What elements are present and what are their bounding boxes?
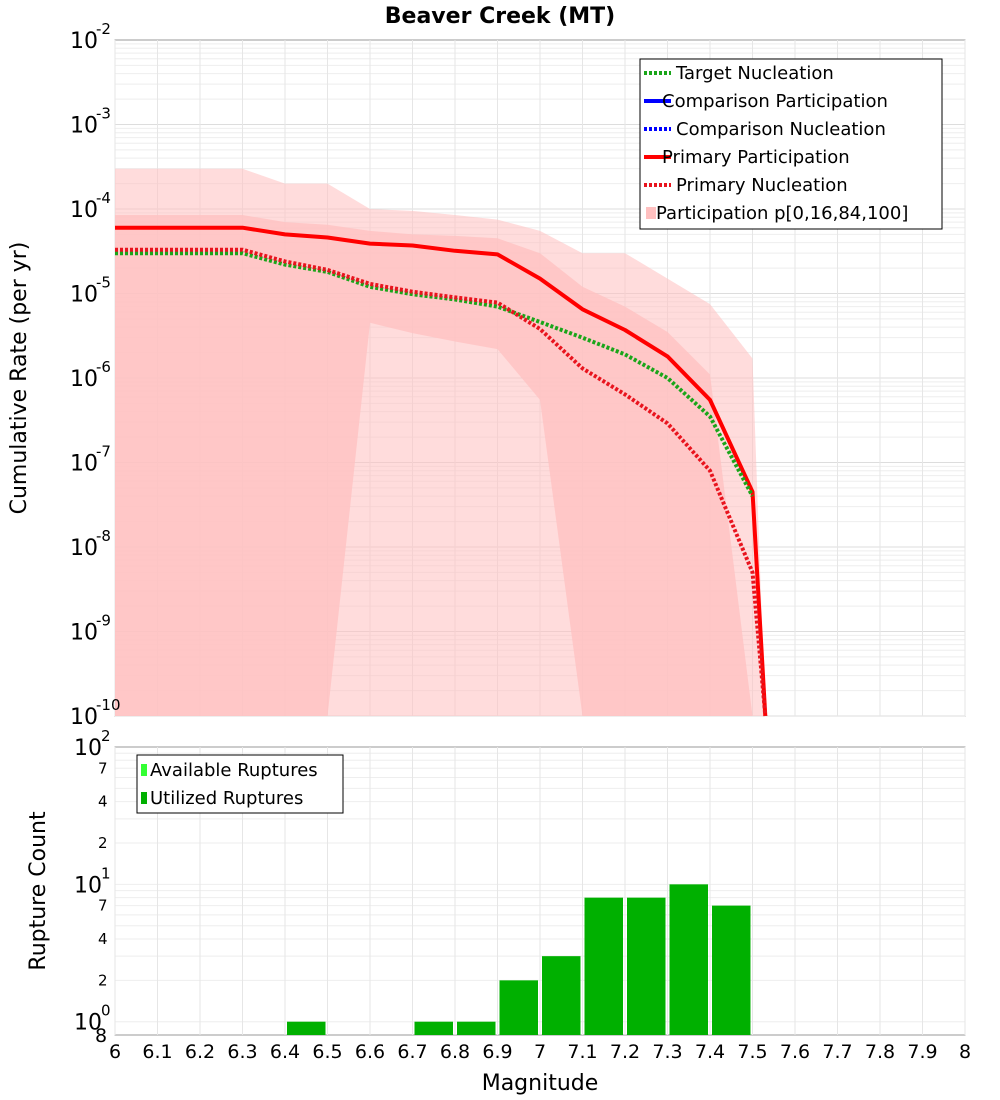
x-tick-label: 8 — [959, 1041, 971, 1063]
bottom-y-minor-tick-label: 2 — [98, 834, 108, 852]
bottom-y-tick-label: 10 — [74, 1011, 102, 1036]
x-tick-label: 6.2 — [185, 1041, 215, 1063]
top-y-tick-label: 10 — [70, 367, 98, 392]
top-y-tick-label: 10 — [70, 452, 98, 477]
top-y-tick-exponent: -10 — [96, 696, 121, 714]
legend-label: Comparison Participation — [662, 91, 888, 112]
rupture-bar — [499, 980, 538, 1035]
cumulative-rate-plot: 10-210-310-410-510-610-710-810-910-10 Ta… — [70, 20, 966, 730]
x-tick-label: 6.8 — [440, 1041, 470, 1063]
legend-label: Primary Nucleation — [676, 175, 848, 196]
bottom-legend: Available Ruptures Utilized Ruptures — [136, 754, 344, 814]
series-line-target-nucleation — [115, 251, 755, 498]
bottom-legend-box — [136, 754, 344, 814]
x-tick-label: 6.7 — [397, 1041, 427, 1063]
legend-swatch-bar — [141, 764, 147, 776]
rupture-bar — [457, 1021, 496, 1035]
x-tick-label: 6.6 — [355, 1041, 385, 1063]
x-tick-label: 6.1 — [142, 1041, 172, 1063]
x-tick-label: 7.7 — [822, 1041, 852, 1063]
x-tick-labels: 6 6.1 6.2 6.3 6.4 6.5 6.6 6.7 6.8 6.9 7 7.1 7.2 7.3 7.… — [109, 1041, 971, 1063]
rupture-bar — [712, 905, 751, 1035]
rupture-bar — [669, 884, 708, 1035]
top-y-tick-label: 10 — [70, 705, 98, 730]
series-line-primary-nucleation — [115, 247, 768, 717]
rupture-bar — [584, 897, 623, 1035]
x-tick-label: 7.1 — [567, 1041, 597, 1063]
x-tick-label: 7.6 — [780, 1041, 810, 1063]
x-tick-label: 7.9 — [907, 1041, 937, 1063]
x-tick-label: 6.9 — [482, 1041, 512, 1063]
top-y-tick-exponent: -4 — [96, 189, 111, 207]
top-y-axis-label: Cumulative Rate (per yr) — [7, 242, 32, 515]
x-tick-label: 7.3 — [652, 1041, 682, 1063]
x-tick-label: 7.2 — [610, 1041, 640, 1063]
top-y-tick-exponent: -8 — [96, 527, 111, 545]
x-tick-label: 6.4 — [270, 1041, 300, 1063]
rate-series-lines — [115, 225, 768, 717]
bottom-y-minor-tick-label: 4 — [98, 930, 108, 948]
rupture-count-bars — [287, 884, 751, 1035]
rupture-bar — [414, 1021, 453, 1035]
legend-label: Comparison Nucleation — [676, 119, 886, 140]
x-tick-label: 6 — [109, 1041, 121, 1063]
bottom-y-minor-tick-label: 7 — [98, 897, 108, 915]
bottom-y-tick-exponent: 2 — [101, 727, 111, 745]
legend-label: Target Nucleation — [675, 63, 834, 84]
bottom-y-minor-tick-label: 7 — [98, 759, 108, 777]
legend-swatch-bar — [141, 792, 147, 804]
top-y-tick-exponent: -7 — [96, 443, 111, 461]
x-tick-label: 7.4 — [695, 1041, 725, 1063]
top-legend-box — [639, 58, 943, 230]
rupture-bar — [287, 1021, 326, 1035]
bottom-y-minor-tick-label: 4 — [98, 793, 108, 811]
top-y-tick-exponent: -9 — [96, 612, 111, 630]
bottom-y-tick-exponent: 1 — [101, 864, 111, 882]
x-tick-label: 6.3 — [227, 1041, 257, 1063]
x-tick-label: 7 — [534, 1041, 546, 1063]
bottom-grid — [114, 747, 966, 1035]
chart-title: Beaver Creek (MT) — [385, 4, 615, 29]
participation-bands — [115, 168, 766, 716]
legend-label: Primary Participation — [662, 147, 850, 168]
top-y-tick-exponent: -6 — [96, 358, 111, 376]
bottom-y-minor-tick-label: 2 — [98, 971, 108, 989]
series-line-primary-participation — [115, 225, 768, 717]
legend-swatch-band — [646, 207, 656, 219]
top-y-tick-label: 10 — [70, 621, 98, 646]
top-y-tick-label: 10 — [70, 29, 98, 54]
top-y-tick-exponent: -2 — [96, 20, 111, 38]
x-tick-label: 7.8 — [865, 1041, 895, 1063]
bottom-y-tick-label: 10 — [74, 873, 102, 898]
bottom-y-tick-label: 10 — [74, 736, 102, 761]
top-y-tick-labels: 10-210-310-410-510-610-710-810-910-10 — [70, 20, 121, 730]
bottom-y-axis-label: Rupture Count — [26, 811, 51, 971]
legend-label: Available Ruptures — [150, 760, 318, 781]
top-y-tick-label: 10 — [70, 536, 98, 561]
legend-label: Utilized Ruptures — [150, 788, 303, 809]
x-tick-label: 6.5 — [312, 1041, 342, 1063]
top-y-tick-label: 10 — [70, 198, 98, 223]
bottom-y-tick-exponent: 0 — [101, 1002, 111, 1020]
rupture-bar — [542, 956, 581, 1035]
top-y-tick-exponent: -3 — [96, 105, 111, 123]
x-axis-label: Magnitude — [482, 1071, 599, 1096]
top-legend: Target Nucleation Comparison Participatio… — [639, 58, 943, 230]
legend-label: Participation p[0,16,84,100] — [656, 203, 908, 224]
top-y-tick-label: 10 — [70, 114, 98, 139]
bottom-y-tick-label-bottom: 8 — [95, 1025, 107, 1047]
x-tick-label: 7.5 — [737, 1041, 767, 1063]
top-y-tick-label: 10 — [70, 283, 98, 308]
band-p16-p84 — [115, 215, 766, 716]
top-y-tick-exponent: -5 — [96, 274, 111, 292]
rupture-bar — [627, 897, 666, 1035]
